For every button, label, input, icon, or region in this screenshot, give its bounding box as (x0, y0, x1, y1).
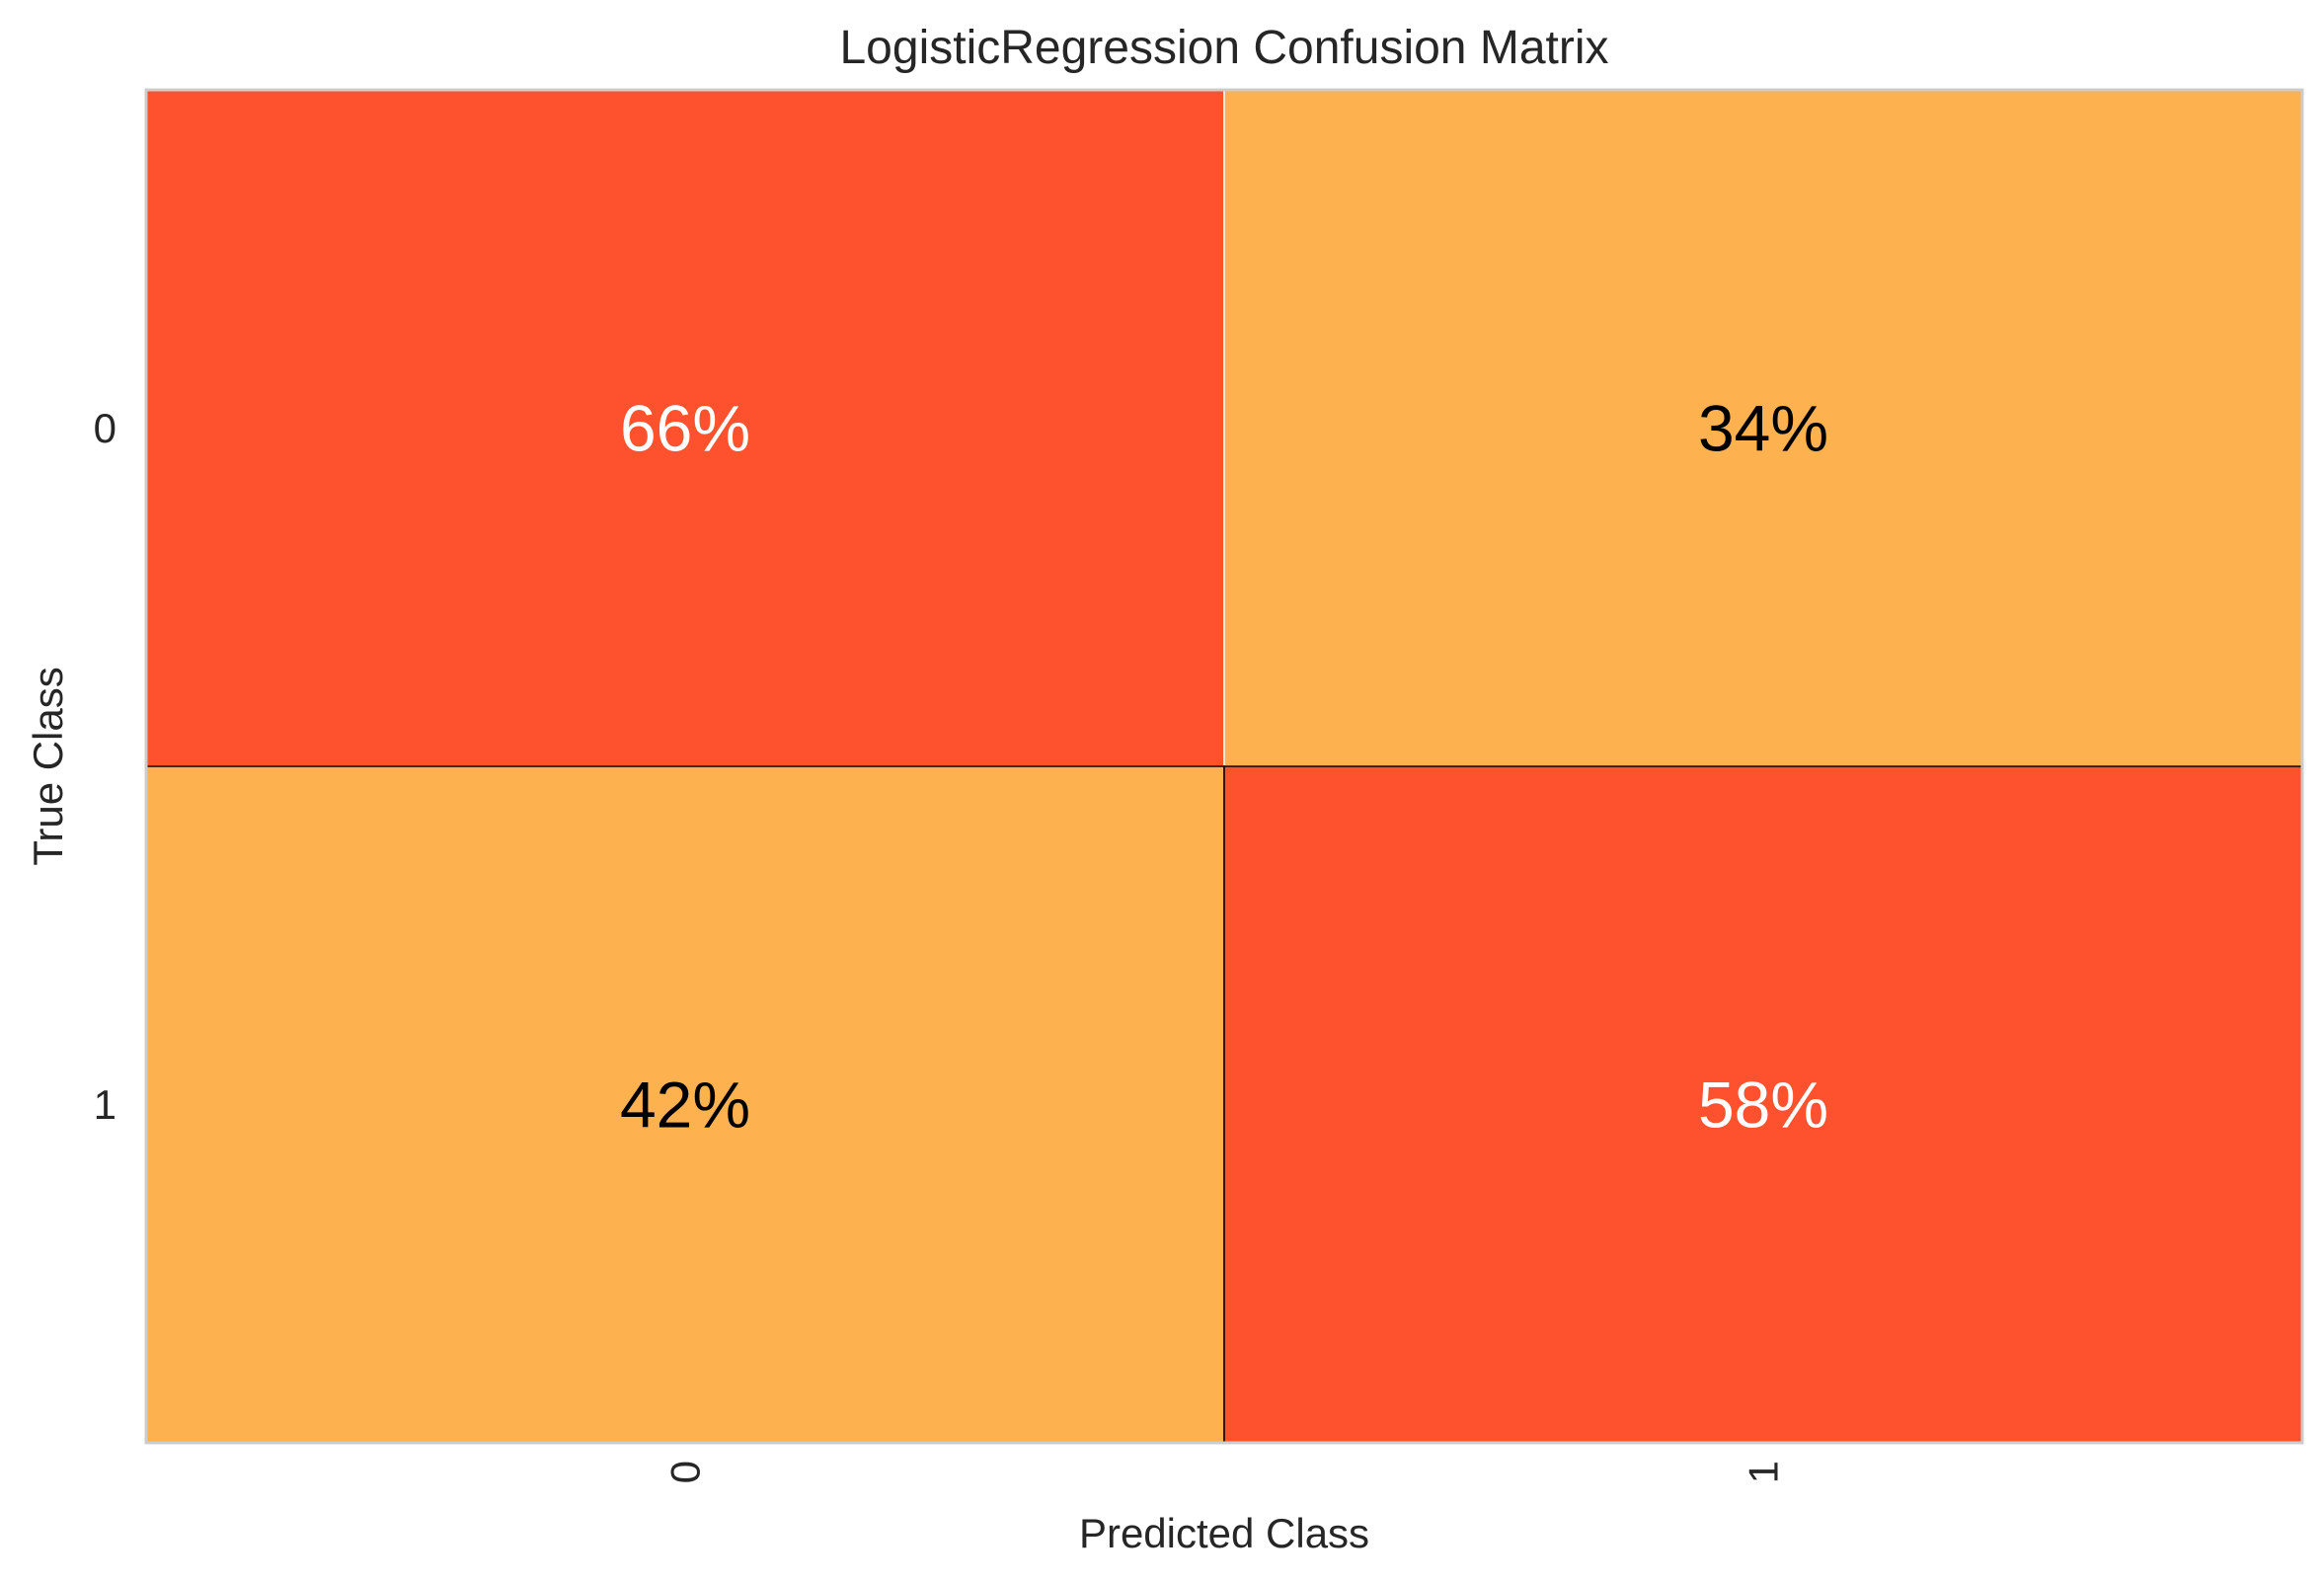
y-tick-label-0: 0 (94, 405, 116, 451)
heatmap-cell-1-0 (145, 765, 1225, 1444)
y-tick-label-1: 1 (94, 1081, 116, 1128)
chart-title: LogisticRegression Confusion Matrix (839, 22, 1608, 74)
heatmap-cell-labels: 66% 34% 42% 58% (620, 392, 1828, 1142)
x-tick-label-0: 0 (662, 1461, 709, 1483)
heatmap-cells (145, 89, 2303, 1444)
heatmap-cell-0-0 (145, 89, 1225, 767)
cell-value-label-1-1: 58% (1698, 1069, 1828, 1142)
x-axis-label: Predicted Class (1079, 1510, 1369, 1556)
y-axis-ticks: 01 (94, 405, 116, 1128)
x-tick-label-1: 1 (1741, 1461, 1787, 1483)
plot-frame (144, 88, 2304, 1445)
y-axis-label: True Class (25, 667, 71, 866)
cell-value-label-0-0: 66% (620, 392, 750, 465)
cell-value-label-0-1: 34% (1698, 392, 1828, 465)
cell-value-label-1-0: 42% (620, 1069, 750, 1142)
heatmap-cell-1-1 (1223, 765, 2303, 1444)
